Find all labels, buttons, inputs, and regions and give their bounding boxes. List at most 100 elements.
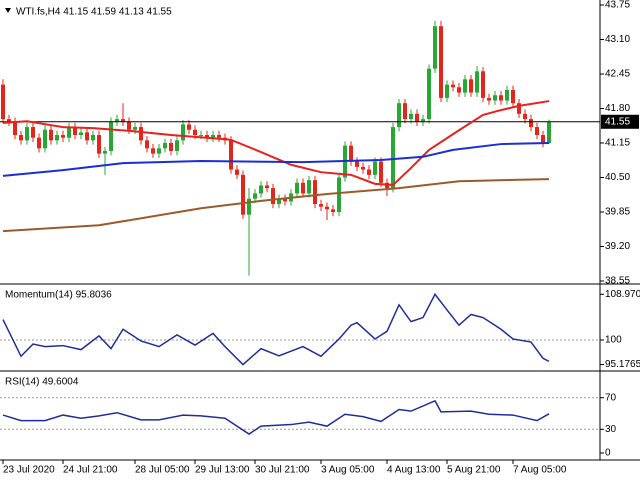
x-tick-label: 24 Jul 21:00	[63, 465, 118, 476]
candle-body	[247, 198, 251, 215]
candle-body	[433, 26, 437, 69]
candle-body	[13, 121, 17, 136]
candle-body	[361, 166, 365, 170]
candle-body	[373, 161, 377, 175]
candle-body	[151, 148, 155, 154]
candle-body	[61, 135, 65, 138]
candle-body	[301, 182, 305, 194]
candle-body	[163, 143, 167, 149]
candle-body	[1, 84, 5, 120]
candle-body	[457, 87, 461, 93]
indicator-line	[2, 100, 550, 186]
candle-body	[319, 204, 323, 207]
candle-body	[145, 140, 149, 149]
candle-body	[313, 180, 317, 205]
candle-body	[469, 79, 473, 93]
x-tick-label: 30 Jul 21:00	[255, 465, 310, 476]
candle-body	[205, 135, 209, 138]
y-tick-label: 41.80	[605, 103, 630, 114]
price-label-box	[601, 114, 639, 129]
x-tick-label: 23 Jul 2020	[3, 465, 55, 476]
y-tick-label: 30	[605, 424, 617, 435]
candle-body	[397, 103, 401, 128]
candle-body	[157, 148, 161, 154]
candle-body	[283, 198, 287, 202]
candle-body	[211, 135, 215, 138]
candle-body	[97, 135, 101, 154]
candle-body	[349, 145, 353, 162]
candle-body	[241, 174, 245, 215]
x-tick-label: 7 Aug 05:00	[513, 465, 567, 476]
candle-body	[193, 129, 197, 136]
candle-body	[505, 89, 509, 101]
candle-body	[7, 119, 11, 122]
y-tick-label: 40.50	[605, 172, 630, 183]
indicator-line	[2, 142, 550, 177]
candle-body	[403, 103, 407, 120]
candle-body	[331, 209, 335, 212]
candle-body	[445, 84, 449, 98]
candle-body	[421, 119, 425, 122]
candle-body	[499, 95, 503, 101]
candle-body	[493, 95, 497, 101]
y-tick-label: 43.10	[605, 34, 630, 45]
candle-body	[439, 26, 443, 98]
candle-body	[175, 140, 179, 151]
candle-body	[25, 127, 29, 141]
x-tick-label: 3 Aug 05:00	[321, 465, 375, 476]
x-tick-label: 29 Jul 13:00	[195, 465, 250, 476]
candle-body	[379, 161, 383, 183]
candle-body	[391, 127, 395, 189]
candle-body	[55, 135, 59, 141]
candle-body	[463, 79, 467, 93]
candle-body	[511, 89, 515, 104]
candle-body	[139, 127, 143, 141]
y-tick-label: 39.20	[605, 241, 630, 252]
candle-body	[73, 127, 77, 136]
candle-body	[355, 161, 359, 167]
candle-body	[475, 71, 479, 93]
menu-arrow	[5, 8, 11, 13]
candle-body	[79, 132, 83, 136]
candle-body	[523, 113, 527, 120]
candle-body	[199, 135, 203, 137]
candle-body	[409, 113, 413, 120]
y-tick-label: 42.45	[605, 69, 630, 80]
candle-body	[337, 177, 341, 212]
candle-body	[547, 121, 551, 143]
x-tick-label: 5 Aug 21:00	[447, 465, 501, 476]
candle-body	[109, 121, 113, 151]
candle-body	[235, 169, 239, 175]
candle-body	[217, 135, 221, 138]
candle-body	[229, 140, 233, 170]
y-tick-label: 43.75	[605, 0, 630, 11]
candle-body	[127, 121, 131, 130]
candle-body	[529, 119, 533, 128]
candle-body	[49, 129, 53, 141]
candle-body	[277, 198, 281, 205]
candle-body	[487, 97, 491, 101]
candle-body	[367, 169, 371, 175]
candle-body	[181, 124, 185, 141]
candle-body	[31, 127, 35, 138]
candle-body	[85, 132, 89, 141]
candle-body	[307, 180, 311, 194]
candle-body	[169, 143, 173, 151]
x-tick-label: 28 Jul 05:00	[135, 465, 190, 476]
x-tick-label: 4 Aug 13:00	[387, 465, 441, 476]
candle-body	[67, 127, 71, 138]
panel-title: Momentum(14) 95.8036	[5, 290, 112, 301]
candle-body	[103, 150, 107, 154]
candle-body	[259, 185, 263, 194]
candle-body	[481, 71, 485, 98]
candle-body	[535, 127, 539, 136]
candle-body	[43, 129, 47, 149]
candle-body	[271, 188, 275, 205]
candle-body	[427, 68, 431, 120]
panel-title: RSI(14) 49.6004	[5, 377, 79, 388]
candle-body	[133, 127, 137, 130]
panel-title: WTI.fs,H4 41.15 41.59 41.13 41.55	[16, 7, 172, 18]
